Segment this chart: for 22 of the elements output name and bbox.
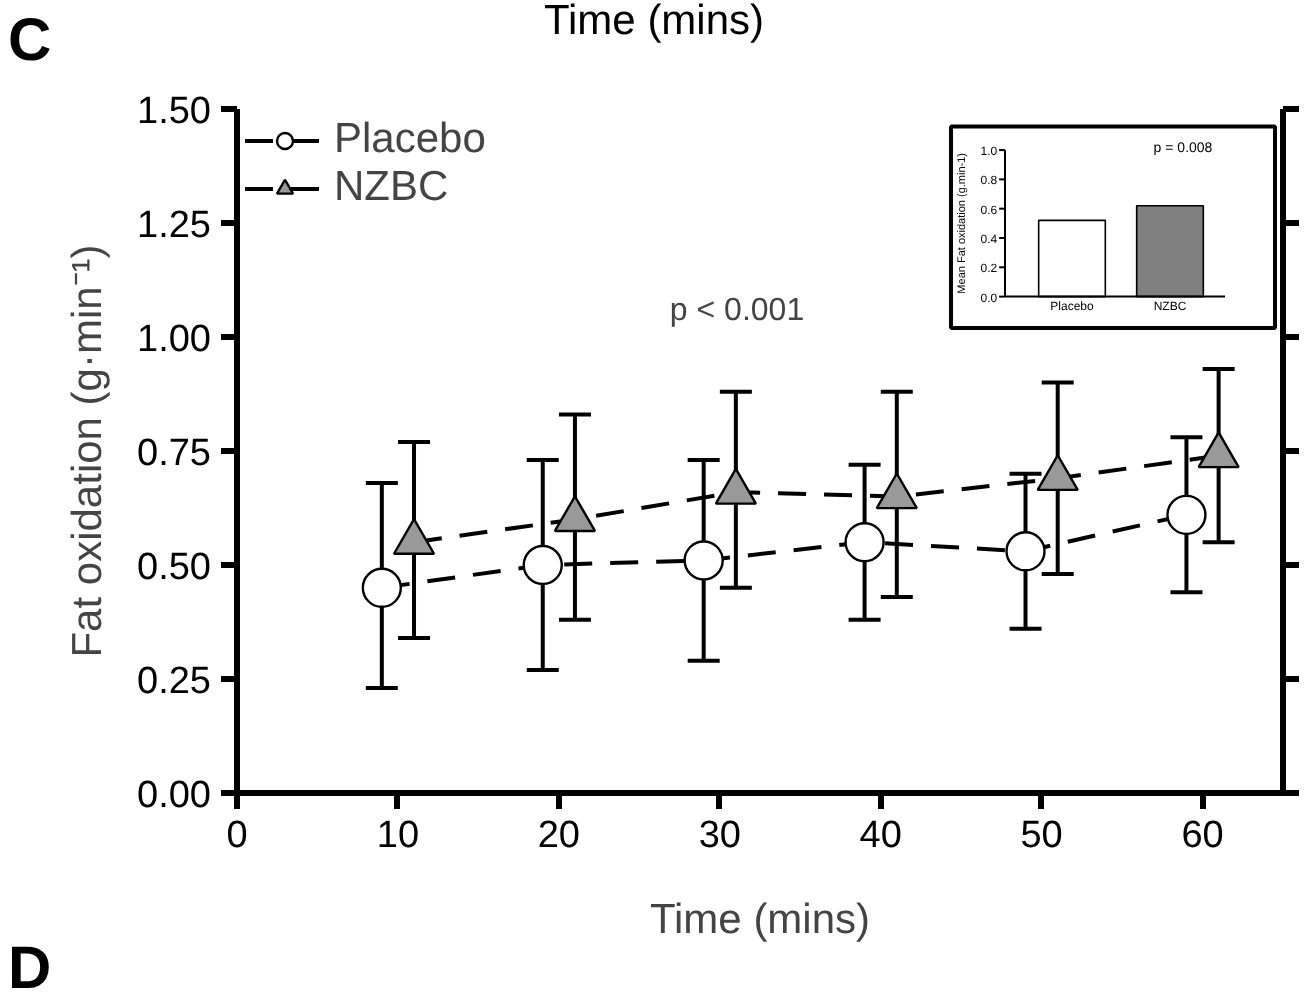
text: C (8, 8, 52, 74)
y-axis-title: Fat oxidation (g·min⁻¹) (65, 244, 112, 658)
x-tick-label: 30 (698, 815, 741, 857)
legend-label: Placebo (334, 116, 486, 164)
y-tick-label: 0.25 (137, 661, 212, 703)
y-tick-label: 1.25 (137, 205, 212, 247)
text: D (8, 936, 52, 1002)
x-tick-label: 60 (1181, 815, 1224, 857)
annotation: p < 0.001 (669, 293, 805, 328)
text: Time (mins) (543, 0, 765, 44)
x-tick-label: 0 (226, 815, 248, 857)
legend-label: NZBC (334, 164, 449, 212)
x-tick-label: 50 (1020, 815, 1063, 857)
y-tick-label: 0.75 (137, 433, 212, 475)
x-axis-title: Time (mins) (649, 897, 871, 943)
x-tick-label: 40 (859, 815, 902, 857)
y-tick-label: 0.50 (137, 547, 212, 589)
x-tick-label: 10 (376, 815, 420, 857)
y-tick-label: 1.00 (137, 319, 212, 361)
y-tick-label: 0.00 (137, 775, 212, 817)
x-tick-label: 20 (537, 815, 580, 857)
y-tick-label: 1.50 (137, 91, 212, 133)
